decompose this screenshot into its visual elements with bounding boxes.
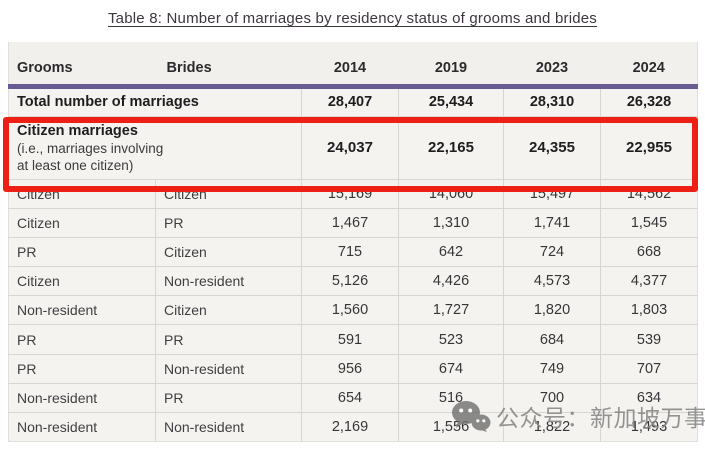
groom-cell: Non-resident [8,295,156,325]
total-marriages-row: Total number of marriages 28,407 25,434 … [9,86,698,116]
value-cell: 24,355 [503,115,601,179]
citizen-marriages-row: Citizen marriages (i.e., marriages invol… [8,115,698,179]
value-cell: 15,497 [503,178,601,209]
table-row: PR Non-resident 956 674 749 707 [8,353,698,384]
bride-cell: Citizen [155,295,302,325]
groom-cell: Non-resident [8,411,156,442]
value-cell: 539 [600,324,698,355]
citizen-row-title: Citizen marriages [17,123,138,139]
bride-cell: Non-resident [155,266,302,296]
value-cell: 22,955 [600,115,698,179]
col-header-2024: 2024 [600,42,698,89]
bride-cell: Citizen [155,236,302,267]
marriages-table: Grooms Brides 2014 2019 2023 2024 Total … [8,42,698,443]
groom-cell: Non-resident [8,382,156,413]
table-row: Citizen PR 1,467 1,310 1,741 1,545 [8,207,698,238]
value-cell: 684 [503,324,601,355]
value-cell: 749 [503,353,601,384]
citizen-row-note-line1: (i.e., marriages involving [17,141,164,156]
value-cell: 591 [301,324,399,355]
value-cell: 707 [600,353,698,384]
citizen-row-note-line2: at least one citizen) [17,158,134,173]
value-cell: 654 [301,382,399,413]
total-row-label: Total number of marriages [17,94,199,110]
table-row: Non-resident PR 654 516 700 634 [8,382,698,413]
value-cell: 1,556 [398,411,504,442]
value-cell: 2,169 [301,411,399,442]
value-cell: 4,573 [503,266,601,296]
value-cell: 28,407 [301,86,399,116]
value-cell: 715 [301,236,399,267]
bride-cell: PR [155,382,302,413]
groom-cell: Citizen [8,266,156,296]
bride-cell: Non-resident [155,411,302,442]
bride-cell: Citizen [155,178,302,209]
value-cell: 26,328 [600,86,698,116]
bride-cell: Non-resident [155,353,302,384]
value-cell: 668 [600,236,698,267]
value-cell: 22,165 [398,115,504,179]
detail-rows: Citizen Citizen 15,169 14,060 15,497 14,562 Ci… [8,178,698,442]
groom-cell: Citizen [8,178,156,209]
table-row: Non-resident Non-resident 2,169 1,556 1,822 1… [8,411,698,442]
value-cell: 28,310 [503,86,601,116]
groom-cell: PR [8,236,156,267]
value-cell: 634 [600,382,698,413]
table-row: Citizen Non-resident 5,126 4,426 4,573 4,377 [8,266,698,296]
value-cell: 5,126 [301,266,399,296]
groom-cell: PR [8,324,156,355]
value-cell: 516 [398,382,504,413]
value-cell: 4,426 [398,266,504,296]
table-row: PR PR 591 523 684 539 [8,324,698,355]
header-row: Grooms Brides 2014 2019 2023 2024 [8,42,698,89]
bride-cell: PR [155,207,302,238]
table-row: PR Citizen 715 642 724 668 [8,236,698,267]
value-cell: 1,741 [503,207,601,238]
bride-cell: PR [155,324,302,355]
value-cell: 724 [503,236,601,267]
col-header-grooms: Grooms [8,42,156,89]
value-cell: 1,727 [398,295,504,325]
value-cell: 4,377 [600,266,698,296]
value-cell: 1,820 [503,295,601,325]
value-cell: 1,310 [398,207,504,238]
groom-cell: Citizen [8,207,156,238]
value-cell: 956 [301,353,399,384]
table-title: Table 8: Number of marriages by residenc… [107,10,598,27]
col-header-2014: 2014 [301,42,399,89]
table-row: Non-resident Citizen 1,560 1,727 1,820 1,803 [8,295,698,325]
value-cell: 523 [398,324,504,355]
value-cell: 1,560 [301,295,399,325]
groom-cell: PR [8,353,156,384]
table-row: Citizen Citizen 15,169 14,060 15,497 14,562 [8,178,698,209]
citizen-row-label: Citizen marriages (i.e., marriages invol… [8,115,302,179]
col-header-brides: Brides [155,42,302,89]
value-cell: 14,060 [398,178,504,209]
value-cell: 700 [503,382,601,413]
col-header-2023: 2023 [503,42,601,89]
value-cell: 24,037 [301,115,399,179]
value-cell: 1,822 [503,411,601,442]
value-cell: 674 [398,353,504,384]
value-cell: 15,169 [301,178,399,209]
value-cell: 1,493 [600,411,698,442]
value-cell: 25,434 [398,86,504,116]
value-cell: 1,803 [600,295,698,325]
value-cell: 1,467 [301,207,399,238]
col-header-2019: 2019 [398,42,504,89]
value-cell: 14,562 [600,178,698,209]
value-cell: 1,545 [600,207,698,238]
value-cell: 642 [398,236,504,267]
